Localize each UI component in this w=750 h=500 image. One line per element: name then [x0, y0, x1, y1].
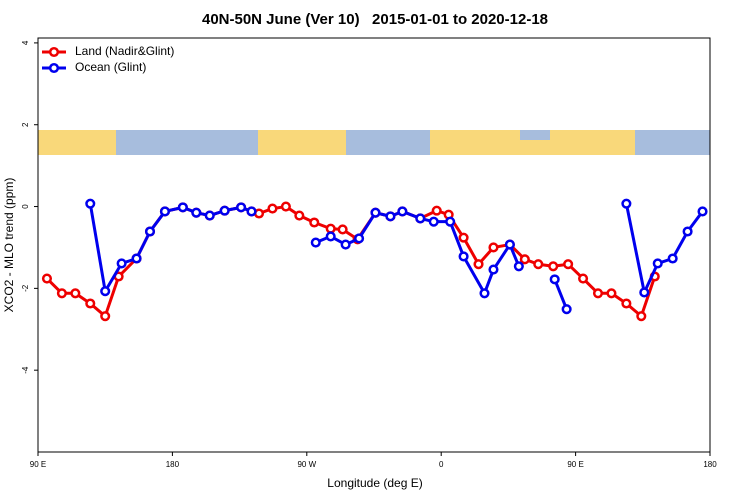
- point: [488, 264, 499, 275]
- point: [131, 253, 142, 264]
- point: [592, 288, 604, 299]
- x-tick-label: 0: [439, 460, 444, 469]
- point: [458, 232, 469, 243]
- point: [533, 259, 544, 270]
- point: [41, 273, 53, 284]
- point: [621, 198, 632, 209]
- land-band: [38, 130, 116, 155]
- point: [519, 254, 530, 265]
- point: [159, 206, 170, 217]
- point: [458, 251, 469, 262]
- y-tick-label: 0: [21, 204, 30, 209]
- point: [473, 259, 484, 270]
- point: [636, 311, 647, 322]
- plot-frame: [37, 37, 711, 453]
- point: [56, 288, 67, 299]
- point: [682, 226, 693, 237]
- point: [177, 202, 188, 213]
- x-tick-label: 180: [703, 460, 717, 469]
- point: [370, 207, 381, 218]
- x-tick-label: 180: [166, 460, 180, 469]
- point: [70, 288, 81, 299]
- point: [85, 198, 96, 209]
- point: [280, 201, 291, 212]
- point: [144, 226, 156, 237]
- point: [606, 288, 617, 299]
- point: [337, 224, 348, 235]
- point: [219, 205, 230, 216]
- legend-label: Ocean (Glint): [75, 60, 146, 74]
- point: [294, 210, 305, 221]
- point: [488, 242, 499, 253]
- point: [397, 206, 408, 217]
- y-axis-label: XCO2 - MLO trend (ppm): [2, 178, 16, 313]
- point: [325, 223, 336, 234]
- point: [204, 210, 215, 221]
- point: [100, 286, 111, 297]
- chart-title: 40N-50N June (Ver 10) 2015-01-01 to 2020…: [202, 11, 548, 28]
- point: [504, 239, 515, 250]
- point: [431, 205, 442, 216]
- point: [191, 207, 202, 218]
- point: [354, 233, 365, 244]
- point: [116, 258, 127, 269]
- x-axis-label: Longitude (deg E): [327, 476, 422, 490]
- point: [445, 216, 456, 227]
- point: [325, 231, 336, 242]
- point: [479, 288, 490, 299]
- point: [309, 217, 320, 228]
- point: [236, 202, 247, 213]
- legend-marker: [48, 62, 60, 74]
- point: [246, 206, 257, 217]
- point: [100, 311, 111, 322]
- x-tick-label: 90 E: [30, 460, 46, 469]
- legend-marker: [48, 46, 60, 58]
- map-strip: [38, 130, 710, 155]
- y-tick-label: -2: [21, 284, 30, 292]
- x-tick-label: 90 E: [567, 460, 583, 469]
- land-band: [258, 130, 346, 155]
- point: [667, 253, 678, 264]
- point: [652, 258, 663, 269]
- y-tick-label: -4: [21, 366, 30, 374]
- point: [267, 203, 278, 214]
- point: [639, 287, 650, 298]
- point: [578, 273, 589, 284]
- point: [385, 211, 396, 222]
- x-tick-label: 90 W: [297, 460, 316, 469]
- ocean-band: [520, 130, 550, 140]
- point: [340, 239, 351, 250]
- point: [548, 261, 559, 272]
- point: [513, 261, 524, 272]
- point: [621, 298, 632, 309]
- point: [549, 274, 560, 285]
- point: [561, 304, 572, 315]
- point: [415, 213, 426, 224]
- point: [310, 237, 321, 248]
- legend-label: Land (Nadir&Glint): [75, 44, 174, 58]
- point: [697, 206, 708, 217]
- point: [563, 259, 574, 270]
- point: [85, 298, 96, 309]
- y-tick-label: 4: [21, 40, 30, 45]
- y-tick-label: 2: [21, 122, 30, 127]
- point: [428, 216, 439, 227]
